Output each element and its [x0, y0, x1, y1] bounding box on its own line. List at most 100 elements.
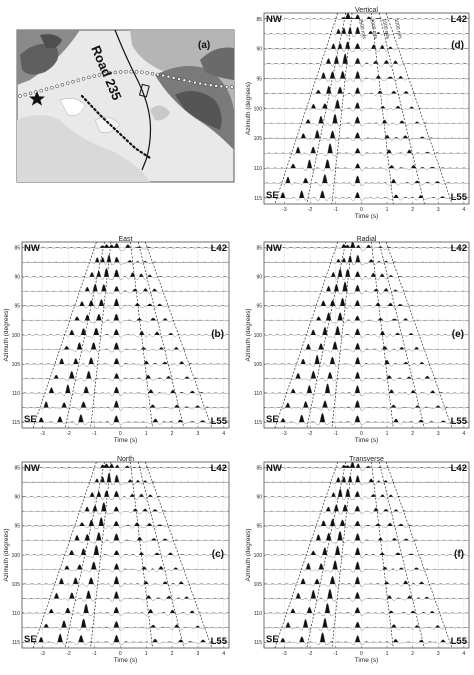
station-marker	[71, 79, 75, 84]
x-tick-label: -3	[40, 431, 45, 437]
trace-fill	[264, 618, 469, 628]
station-marker	[150, 71, 155, 76]
x-axis-label: Time (s)	[355, 213, 379, 220]
station-marker	[44, 87, 49, 91]
station-marker	[193, 80, 197, 85]
panel-letter: (d)	[451, 40, 464, 51]
source-star-icon	[29, 91, 45, 106]
y-tick-label: 110	[12, 391, 20, 397]
moveout-curve	[371, 241, 394, 429]
trace-fill	[22, 633, 229, 643]
trace-line	[21, 313, 229, 324]
moveout-curve	[371, 461, 394, 649]
corner-label-nw: NW	[24, 463, 40, 474]
station-marker	[219, 84, 224, 89]
corner-label-l55: L55	[451, 636, 468, 647]
trace-line	[264, 545, 469, 558]
corner-label-l42: L42	[451, 243, 467, 254]
y-axis-label: Azimuth (degrees)	[245, 308, 252, 361]
y-tick-label: 85	[14, 246, 20, 252]
trace-line	[21, 490, 229, 500]
panel-letter: (f)	[454, 549, 464, 560]
station-marker	[124, 69, 128, 74]
station-marker	[198, 81, 202, 86]
trace-line	[264, 462, 469, 471]
y-tick-label: 100	[12, 553, 21, 559]
station-marker	[161, 73, 165, 78]
station-marker	[177, 77, 181, 81]
trace-line	[263, 617, 469, 631]
velocity-label: 1500 m/s	[380, 18, 390, 40]
station-marker	[134, 70, 139, 74]
station-marker	[60, 83, 65, 87]
moveout-curve	[274, 12, 338, 205]
station-marker	[224, 85, 229, 89]
station-marker	[129, 69, 134, 74]
velocity-label: 2500 m/s	[357, 18, 367, 40]
y-tick-label: 90	[14, 275, 20, 281]
moveout-curve	[306, 12, 346, 205]
corner-label-l55: L55	[451, 416, 468, 427]
corner-label-l42: L42	[211, 463, 227, 474]
station-marker	[230, 85, 234, 89]
x-tick-label: -2	[66, 651, 71, 657]
trace-fill	[264, 190, 469, 199]
trace-line	[21, 298, 229, 309]
trace-line	[263, 53, 469, 67]
trace-line	[22, 472, 229, 485]
trace-line	[263, 412, 469, 425]
trace-line	[21, 357, 229, 367]
station-line	[18, 69, 234, 98]
y-axis-label: Azimuth (degrees)	[3, 308, 10, 361]
trace-fill	[22, 400, 229, 408]
x-tick-label: 3	[197, 431, 200, 437]
x-tick-label: 2	[171, 651, 174, 657]
trace-line	[21, 633, 229, 645]
moveout-curve	[306, 461, 346, 649]
corner-label-nw: NW	[266, 243, 282, 254]
trace-line	[22, 327, 229, 338]
y-tick-label: 95	[14, 304, 20, 310]
moveout-curve	[274, 241, 338, 429]
velocity-label: 1000 m/s	[393, 18, 403, 40]
station-marker	[166, 74, 171, 79]
panel-east: 85 90 95 100 105 110 115 -3 -2 -1 0 1 2 3 4 Time (s) Azi…	[3, 236, 230, 444]
x-tick-label: -2	[66, 431, 71, 437]
station-marker	[55, 84, 59, 89]
moveout-curve	[130, 461, 153, 649]
moveout-curve	[371, 12, 394, 205]
trace-line	[21, 576, 229, 587]
corner-label-se: SE	[266, 190, 279, 201]
trace-line	[263, 341, 469, 353]
panel-letter: (e)	[452, 329, 464, 340]
moveout-curve	[32, 461, 97, 649]
trace-line	[263, 254, 469, 265]
trace-line	[264, 312, 469, 324]
trace-line	[263, 12, 469, 22]
panel-title: East	[118, 236, 132, 243]
y-tick-label: 90	[14, 495, 20, 501]
y-tick-label: 90	[256, 47, 262, 53]
x-tick-label: -1	[92, 651, 97, 657]
trace-line	[263, 41, 469, 52]
trace-line	[263, 281, 469, 295]
y-tick-label: 95	[14, 524, 20, 530]
trace-line	[264, 114, 469, 127]
panel-north: 85 90 95 100 105 110 115 -3 -2 -1 0 1 2 3 4 Time (s) Azi…	[3, 456, 230, 664]
y-tick-label: 85	[256, 466, 262, 472]
x-axis-label: Time (s)	[355, 657, 379, 664]
corner-label-nw: NW	[24, 243, 40, 254]
trace-line	[263, 383, 469, 396]
x-tick-label: 1	[386, 651, 389, 657]
station-marker	[156, 72, 160, 77]
trace-line	[21, 502, 229, 515]
y-tick-label: 105	[254, 362, 263, 368]
y-tick-label: 90	[256, 275, 262, 281]
panel-title: Transverse	[349, 456, 384, 463]
y-tick-label: 100	[254, 106, 263, 112]
velocity-label: 2000 m/s	[368, 18, 378, 40]
corner-label-se: SE	[24, 634, 37, 645]
trace-line	[263, 575, 469, 587]
x-tick-label: 4	[222, 651, 225, 657]
